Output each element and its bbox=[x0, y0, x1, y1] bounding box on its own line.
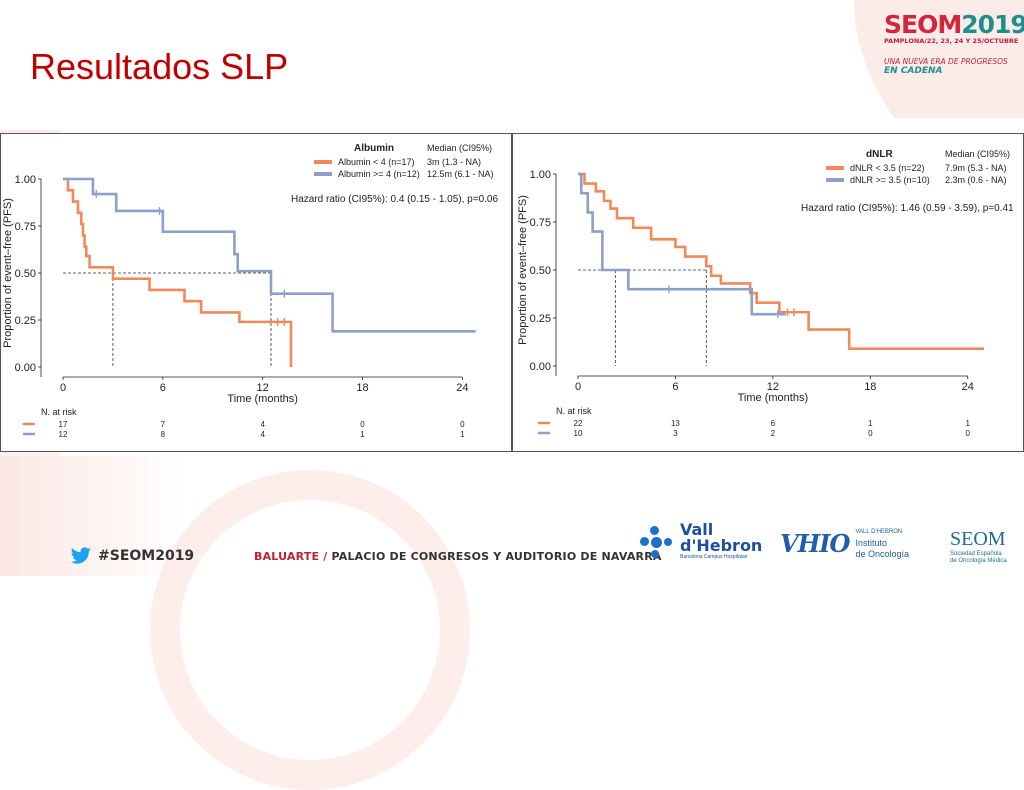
risk-count: 0 bbox=[966, 429, 971, 438]
decor-arc bbox=[150, 470, 470, 790]
y-axis-title: Proportion of event–free (PFS) bbox=[517, 195, 529, 345]
legend-series-median: 7.9m (5.3 - NA) bbox=[945, 163, 1007, 173]
brand-name: SEOM bbox=[884, 10, 962, 39]
y-tick-label: 1.00 bbox=[530, 169, 551, 181]
footer-hashtag[interactable]: #SEOM2019 bbox=[70, 547, 194, 565]
brand-tagline-accent: EN CADENA bbox=[884, 66, 943, 76]
y-tick-label: 0.50 bbox=[530, 265, 551, 277]
vhio-line-1: Instituto bbox=[855, 538, 887, 548]
vhio-line-2: de Oncología bbox=[855, 549, 909, 559]
seom-congress-logo: SEOM2019 PAMPLONA/22, 23, 24 Y 25/OCTUBR… bbox=[884, 10, 1024, 76]
venue-text: BALUARTE / PALACIO DE CONGRESOS Y AUDITO… bbox=[254, 550, 662, 563]
decor-top-right bbox=[854, 0, 1024, 118]
x-tick-label: 0 bbox=[60, 382, 66, 394]
y-tick-label: 0.00 bbox=[15, 362, 36, 374]
km-curve-series-1 bbox=[63, 177, 476, 333]
vall-hebron-dots-icon bbox=[638, 524, 674, 560]
y-tick-label: 0.00 bbox=[530, 361, 551, 373]
x-tick-label: 24 bbox=[456, 382, 468, 394]
vhio-logo: VHIO VALL D'HEBRON Instituto de Oncologí… bbox=[780, 527, 909, 560]
x-tick-label: 12 bbox=[767, 381, 779, 393]
y-tick-label: 0.75 bbox=[530, 217, 551, 229]
venue-name: BALUARTE / bbox=[254, 550, 328, 563]
risk-count: 1 bbox=[868, 419, 873, 428]
risk-count: 0 bbox=[460, 420, 465, 429]
risk-count: 4 bbox=[260, 430, 265, 439]
risk-count: 17 bbox=[59, 420, 68, 429]
km-panel-albumin: 0.00 0.25 0.50 0.75 1.00 0 6 12 18 24 Time (months… bbox=[0, 133, 512, 452]
risk-count: 4 bbox=[260, 420, 265, 429]
y-axis-title: Proportion of event–free (PFS) bbox=[2, 198, 14, 348]
legend-series-name: dNLR < 3.5 (n=22) bbox=[850, 163, 925, 173]
seom-society-name: SEOM bbox=[950, 528, 1006, 550]
risk-table-title: N. at risk bbox=[41, 407, 77, 417]
risk-count: 22 bbox=[574, 419, 583, 428]
risk-count: 6 bbox=[771, 419, 776, 428]
x-tick-label: 18 bbox=[864, 381, 876, 393]
y-tick-label: 1.00 bbox=[15, 174, 36, 186]
seom-society-line-1: Sociedad Española bbox=[950, 551, 1002, 557]
brand-tagline: UNA NUEVA ERA DE PROGRESOS bbox=[884, 57, 1008, 66]
vhio-mark: VHIO bbox=[780, 529, 850, 558]
risk-count: 13 bbox=[671, 419, 680, 428]
risk-count: 10 bbox=[574, 429, 583, 438]
risk-count: 8 bbox=[161, 430, 166, 439]
seom-society-line-2: de Oncología Médica bbox=[950, 558, 1007, 564]
vall-hebron-name-1: Vall bbox=[680, 520, 714, 539]
brand-date: PAMPLONA/22, 23, 24 Y 25/OCTUBRE bbox=[884, 37, 1019, 45]
legend-title: dNLR bbox=[866, 149, 893, 160]
risk-count: 12 bbox=[59, 430, 68, 439]
vall-hebron-subtitle: Barcelona Campus Hospitalari bbox=[680, 554, 748, 560]
vhio-small: VALL D'HEBRON bbox=[855, 529, 903, 535]
x-tick-label: 12 bbox=[257, 382, 269, 394]
x-axis-title: Time (months) bbox=[738, 392, 809, 404]
risk-count: 1 bbox=[460, 430, 465, 439]
km-curve-series-0 bbox=[578, 172, 984, 351]
legend-series-name: Albumin < 4 (n=17) bbox=[338, 157, 415, 167]
legend-median-header: Median (CI95%) bbox=[427, 143, 492, 153]
legend-series-name: dNLR >= 3.5 (n=10) bbox=[850, 175, 930, 185]
y-tick-label: 0.75 bbox=[15, 221, 36, 233]
legend-series-median: 12.5m (6.1 - NA) bbox=[427, 169, 494, 179]
seom-society-logo: SEOM Sociedad Española de Oncología Médi… bbox=[950, 528, 1007, 565]
legend-series-median: 3m (1.3 - NA) bbox=[427, 157, 481, 167]
x-tick-label: 0 bbox=[575, 381, 581, 393]
risk-count: 1 bbox=[360, 430, 365, 439]
venue-description: PALACIO DE CONGRESOS Y AUDITORIO DE NAVA… bbox=[331, 550, 662, 563]
y-tick-label: 0.50 bbox=[15, 268, 36, 280]
hazard-ratio-text: Hazard ratio (CI95%): 0.4 (0.15 - 1.05),… bbox=[291, 194, 498, 205]
legend-series-name: Albumin >= 4 (n=12) bbox=[338, 169, 420, 179]
km-panel-dnlr: 0.00 0.25 0.50 0.75 1.00 0 6 12 18 24 Time (months… bbox=[512, 133, 1024, 452]
brand-year: 2019 bbox=[961, 10, 1024, 39]
hashtag-text: #SEOM2019 bbox=[98, 548, 195, 564]
vall-hebron-logo: Vall d'Hebron Barcelona Campus Hospitala… bbox=[638, 522, 762, 561]
km-curve-series-0 bbox=[63, 177, 293, 367]
legend-title: Albumin bbox=[354, 143, 394, 154]
risk-table-title: N. at risk bbox=[556, 406, 592, 416]
x-tick-label: 24 bbox=[962, 381, 974, 393]
y-tick-label: 0.25 bbox=[15, 315, 36, 327]
risk-count: 0 bbox=[360, 420, 365, 429]
risk-count: 1 bbox=[966, 419, 971, 428]
x-tick-label: 6 bbox=[160, 382, 166, 394]
risk-count: 3 bbox=[673, 429, 678, 438]
x-tick-label: 6 bbox=[672, 381, 678, 393]
twitter-bird-icon bbox=[70, 547, 91, 564]
risk-count: 0 bbox=[868, 429, 873, 438]
risk-count: 7 bbox=[161, 420, 166, 429]
y-tick-label: 0.25 bbox=[530, 313, 551, 325]
km-curve-series-1 bbox=[578, 172, 786, 316]
slide-title: Resultados SLP bbox=[30, 46, 289, 87]
hazard-ratio-text: Hazard ratio (CI95%): 1.46 (0.59 - 3.59)… bbox=[801, 203, 1014, 214]
legend-series-median: 2.3m (0.6 - NA) bbox=[945, 175, 1007, 185]
vall-hebron-name-2: d'Hebron bbox=[680, 536, 763, 555]
risk-count: 2 bbox=[771, 429, 776, 438]
x-tick-label: 18 bbox=[356, 382, 368, 394]
legend-median-header: Median (CI95%) bbox=[945, 149, 1010, 159]
x-axis-title: Time (months) bbox=[227, 393, 298, 405]
